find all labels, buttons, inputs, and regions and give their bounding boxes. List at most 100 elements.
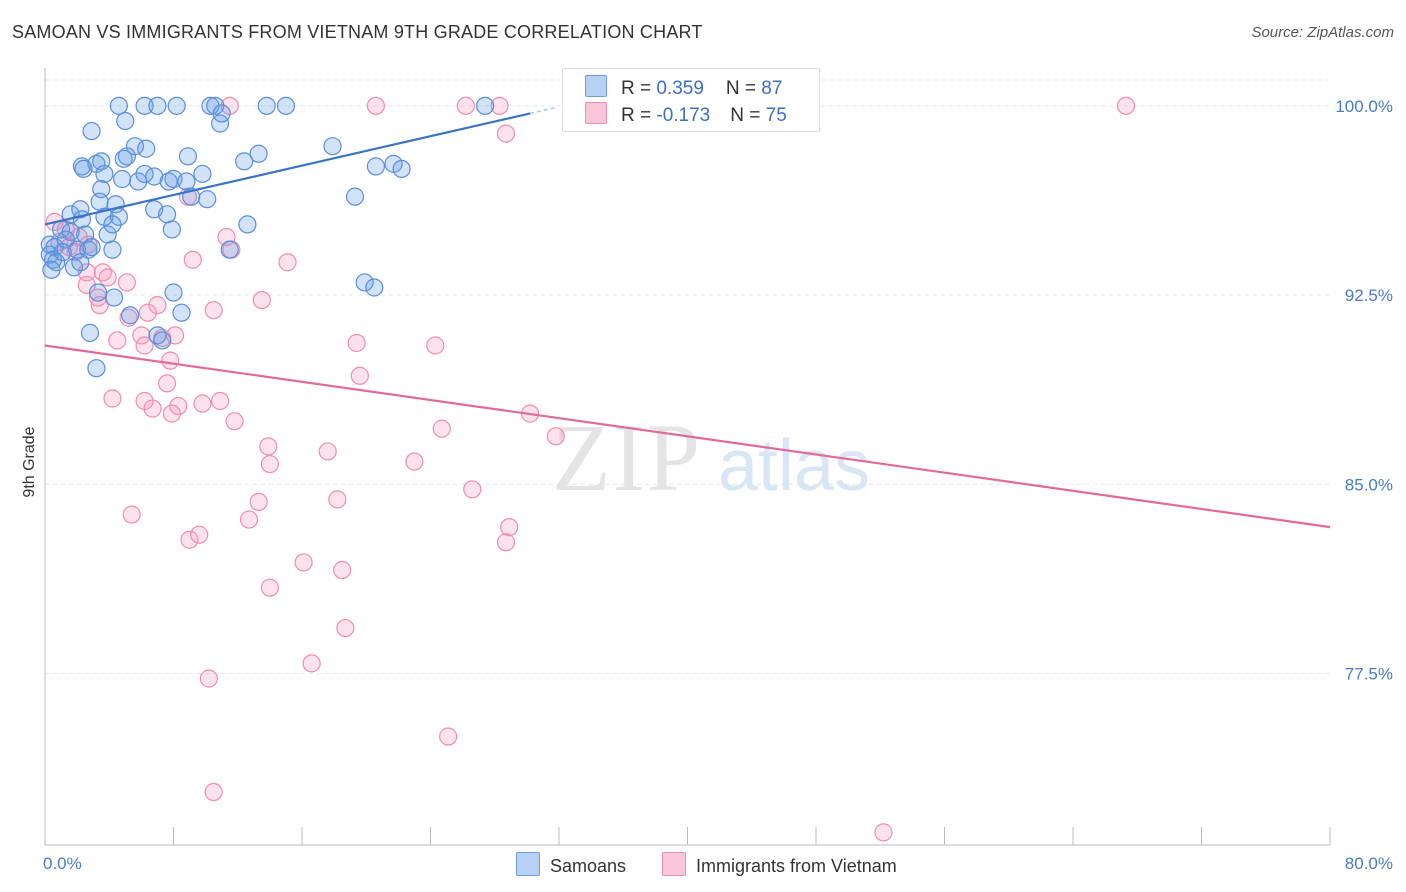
watermark: ZIP atlas [552, 404, 870, 511]
samoans-point-40 [345, 187, 365, 206]
x-tick-labels: 0.0% 80.0% [43, 854, 1393, 873]
vietnam-point-45 [193, 394, 212, 413]
legend-n-value-samoans: 87 [761, 78, 783, 99]
vietnam-point-68 [336, 618, 355, 638]
samoans-point-78 [172, 303, 191, 322]
samoans-point-35 [177, 172, 196, 191]
samoans-point-23 [117, 147, 137, 166]
vietnam-point-36 [347, 333, 366, 353]
series-samoans-points [40, 96, 495, 378]
vietnam-point-62 [180, 530, 199, 549]
vietnam-point-31 [108, 331, 127, 350]
vietnam-point-2 [456, 96, 475, 115]
samoans-point-77 [121, 306, 140, 325]
trend-line-samoans [44, 112, 531, 226]
vietnam-point-55 [260, 454, 279, 474]
y-axis-title: 9th Grade [21, 426, 38, 497]
samoans-point-17 [249, 144, 268, 163]
x-tick-label-1: 80.0% [1345, 854, 1393, 873]
vietnam-point-63 [190, 525, 209, 544]
vietnam-point-71 [439, 727, 458, 746]
source-label: Source: ZipAtlas.com [1251, 24, 1394, 41]
legend-n-label-samoans: N = [725, 78, 762, 99]
samoans-point-6 [257, 96, 276, 115]
bottom-legend-samoans: Samoans [516, 852, 626, 877]
legend-r-label-vietnam: R = [621, 105, 657, 126]
samoans-point-82 [87, 359, 106, 378]
legend-row-vietnam: R = -0.173 N = 75 [585, 102, 787, 126]
samoans-point-64 [220, 240, 239, 259]
samoans-point-72 [355, 273, 374, 292]
vietnam-point-15 [79, 235, 98, 254]
vietnam-point-53 [318, 442, 337, 461]
samoans-point-14 [137, 139, 156, 158]
y-tick-labels: 77.5% 85.0% 92.5% 100.0% [1335, 97, 1393, 684]
vietnam-point-22 [117, 273, 137, 292]
samoans-point-12 [212, 104, 231, 123]
samoans-point-56 [162, 220, 181, 239]
y-tick-label-2: 92.5% [1345, 286, 1393, 305]
vietnam-point-73 [874, 823, 893, 842]
samoans-point-39 [198, 190, 217, 209]
samoans-point-18 [235, 152, 254, 171]
samoans-point-16 [178, 147, 198, 166]
vietnam-point-21 [98, 268, 117, 287]
samoans-point-62 [82, 238, 101, 257]
samoans-point-2 [148, 96, 167, 115]
vietnam-point-35 [135, 336, 154, 355]
vietnam-point-51 [546, 427, 565, 446]
bottom-legend-label-vietnam: Immigrants from Vietnam [696, 856, 897, 876]
vietnam-point-3 [490, 96, 509, 115]
bottom-legend-vietnam: Immigrants from Vietnam [662, 852, 897, 877]
samoans-point-32 [145, 167, 164, 186]
axes [44, 68, 1331, 846]
samoans-point-81 [153, 331, 172, 350]
x-tick-label-0: 0.0% [43, 854, 82, 873]
trend-lines [44, 106, 1331, 529]
vietnam-point-29 [204, 301, 223, 320]
samoans-point-33 [159, 172, 178, 191]
trend-line-vietnam [44, 344, 1331, 529]
samoans-point-49 [157, 205, 177, 224]
samoans-point-9 [82, 121, 101, 141]
trend-line-samoans-extension [529, 106, 556, 115]
samoans-point-22 [114, 149, 133, 168]
y-tick-label-3: 100.0% [1335, 97, 1393, 116]
samoans-point-7 [276, 96, 296, 115]
vietnam-point-56 [463, 480, 482, 499]
samoans-point-27 [74, 159, 93, 179]
samoans-point-36 [193, 164, 212, 184]
vietnam-point-46 [210, 391, 230, 411]
samoans-point-0 [109, 96, 128, 115]
vietnam-point-20 [93, 263, 112, 282]
vietnam-point-67 [260, 578, 279, 597]
vietnam-point-41 [103, 389, 122, 408]
vietnam-point-64 [496, 533, 516, 552]
legend-swatch-samoans [585, 75, 607, 97]
vietnam-point-52 [259, 437, 278, 456]
vietnam-point-50 [432, 419, 451, 438]
vietnam-point-25 [252, 290, 271, 310]
vietnam-point-37 [426, 336, 445, 355]
grid-lines [45, 79, 1330, 674]
bottom-legend-label-samoans: Samoans [550, 856, 627, 876]
vietnam-point-27 [148, 296, 167, 315]
vietnam-point-57 [328, 490, 347, 509]
vietnam-point-54 [405, 452, 424, 471]
vietnam-point-66 [333, 560, 352, 580]
vietnam-point-60 [239, 510, 259, 529]
chart-title: SAMOAN VS IMMIGRANTS FROM VIETNAM 9TH GR… [12, 22, 703, 42]
samoans-point-71 [42, 260, 61, 279]
vietnam-point-1 [366, 96, 385, 115]
correlation-legend: R = 0.359 N = 87 R = -0.173 N = 75 [562, 68, 820, 132]
vietnam-point-32 [132, 326, 151, 345]
samoans-point-75 [104, 288, 124, 307]
samoans-point-68 [53, 243, 72, 262]
vietnam-point-39 [350, 366, 369, 385]
vietnam-point-38 [161, 351, 180, 370]
samoans-point-74 [88, 283, 108, 302]
legend-r-label-samoans: R = [621, 78, 657, 99]
y-tick-label-0: 77.5% [1345, 664, 1393, 683]
samoans-point-73 [365, 278, 384, 297]
y-tick-label-1: 85.0% [1345, 475, 1393, 494]
